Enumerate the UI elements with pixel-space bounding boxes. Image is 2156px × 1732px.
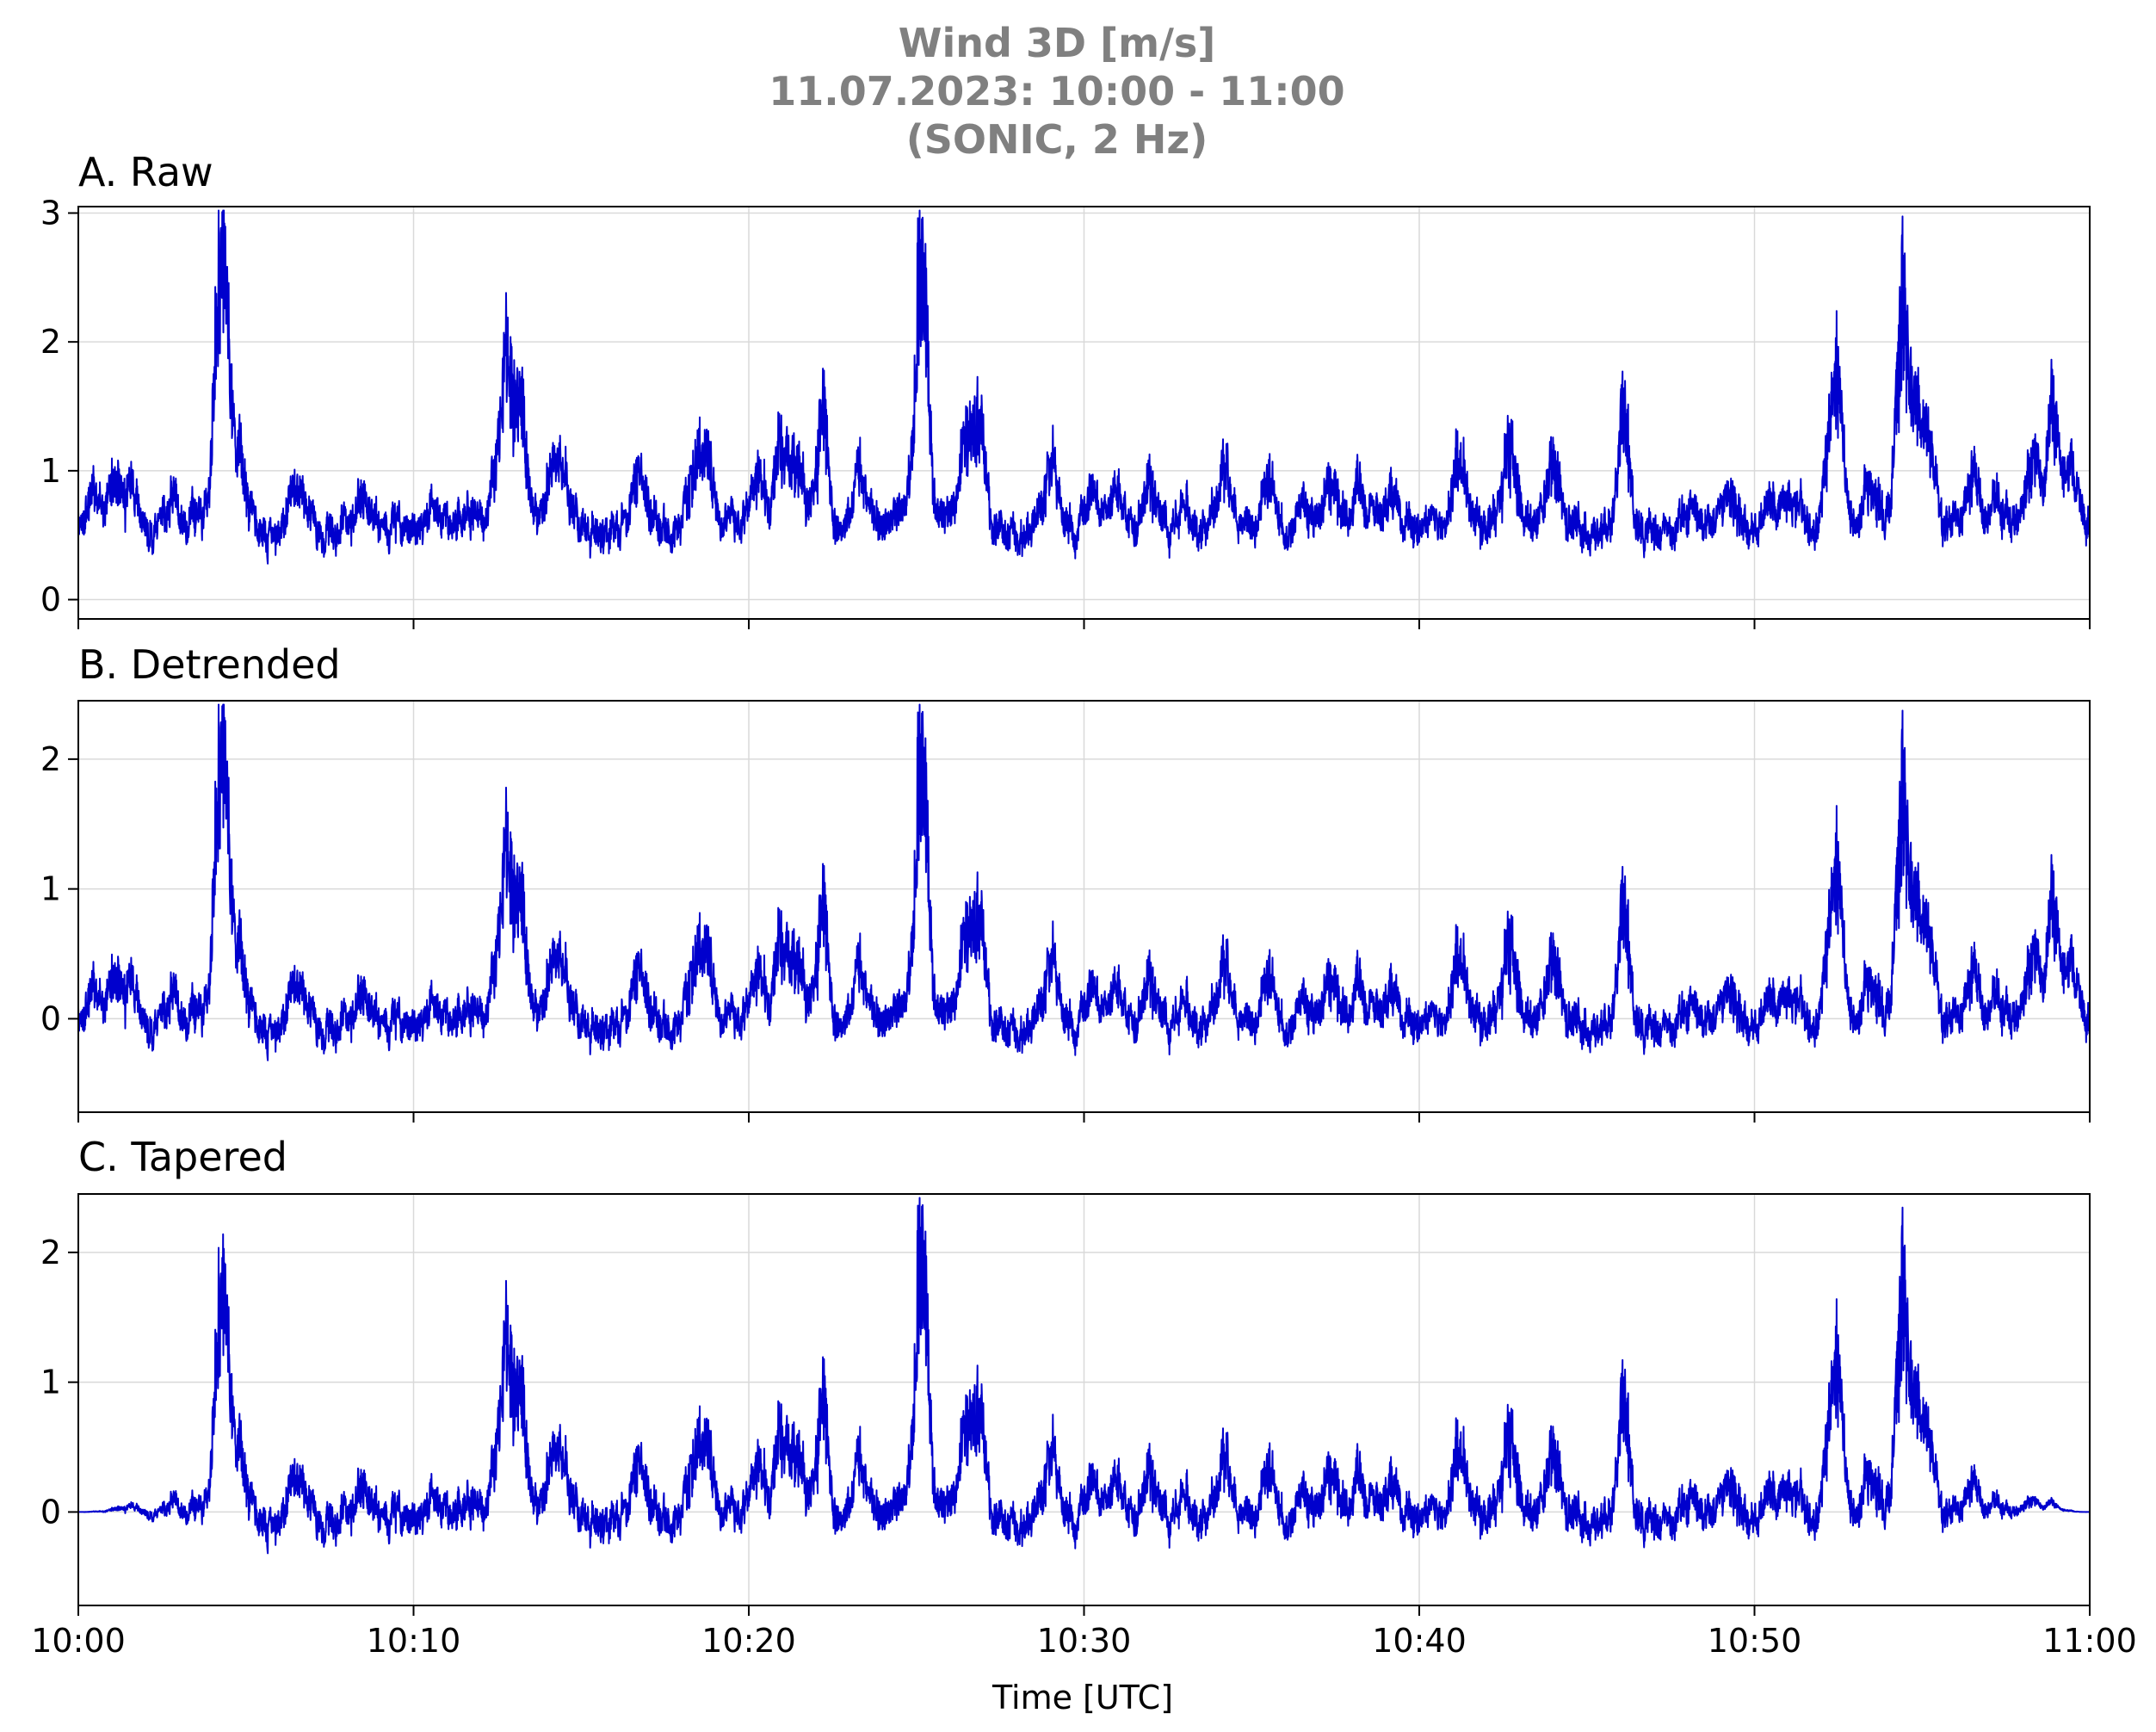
y-tick-label-raw: 1 [40,452,61,490]
panel-title-tapered: C. Tapered [78,1134,287,1180]
x-tick-label: 10:10 [367,1622,461,1660]
title-line-2: 11.07.2023: 10:00 - 11:00 [769,68,1344,114]
y-ticks-detrended: 0 1 2 [40,740,78,1037]
y-tick-label-raw: 2 [40,323,61,361]
x-tick-label: 10:20 [701,1622,796,1660]
y-tick-label-tapered: 0 [40,1493,61,1531]
axes-frame-raw [77,206,2091,620]
y-tick-label-detrended: 2 [40,740,61,778]
x-ticks-raw [77,619,2091,629]
panel-tapered: C. Tapered 0 1 2 [40,1134,2091,1616]
x-tick-label: 10:30 [1037,1622,1132,1660]
series-line-detrended [77,703,2091,1061]
y-tick-label-tapered: 2 [40,1234,61,1271]
axes-frame-tapered [77,1193,2091,1606]
panel-title-detrended: B. Detrended [78,641,341,688]
x-tick-label: 10:00 [31,1622,126,1660]
x-tick-labels: 10:00 10:10 10:20 10:30 10:40 10:50 11:00 [31,1622,2137,1660]
axes-frame-detrended [77,700,2091,1113]
x-ticks-detrended [77,1112,2091,1123]
figure-title: Wind 3D [m/s] 11.07.2023: 10:00 - 11:00 … [769,20,1344,163]
title-line-1: Wind 3D [m/s] [899,20,1216,66]
panel-title-raw: A. Raw [78,149,213,195]
panel-detrended: B. Detrended 0 1 2 [40,641,2091,1123]
y-tick-label-raw: 3 [40,194,61,232]
panel-raw: A. Raw 0 1 2 3 [40,149,2091,629]
series-line-tapered [77,1197,2091,1555]
x-tick-label: 11:00 [2042,1622,2137,1660]
y-tick-label-detrended: 1 [40,870,61,908]
y-ticks-raw: 0 1 2 3 [40,194,78,619]
x-tick-label: 10:40 [1372,1622,1467,1660]
x-tick-label: 10:50 [1708,1622,1802,1660]
series-line-raw [77,209,2091,565]
y-tick-label-raw: 0 [40,581,61,619]
y-tick-label-detrended: 0 [40,999,61,1037]
x-ticks-tapered [77,1605,2091,1616]
x-axis-label: Time [UTC] [992,1679,1173,1717]
y-ticks-tapered: 0 1 2 [40,1234,78,1531]
title-line-3: (SONIC, 2 Hz) [906,116,1208,163]
y-tick-label-tapered: 1 [40,1364,61,1401]
